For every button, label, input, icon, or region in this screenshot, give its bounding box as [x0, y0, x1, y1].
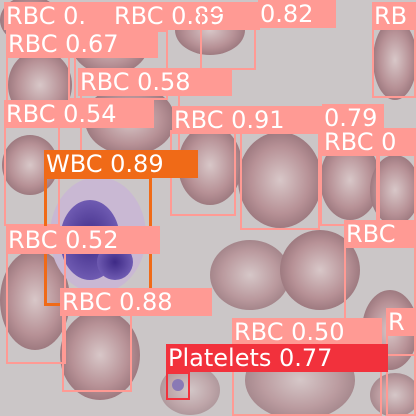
rbc-box: [62, 314, 132, 392]
detection-label: WBC 0.89: [44, 150, 198, 178]
rbc-box: [6, 250, 66, 364]
detection-label: RBC 0: [322, 128, 416, 156]
detection-label: RBC 0.58: [78, 68, 232, 96]
rbc-box: [372, 28, 416, 98]
detection-label: RBC 0.67: [6, 30, 158, 58]
rbc-box: [386, 332, 416, 416]
detection-label: RBC 0.50: [232, 318, 382, 346]
rbc-box: [200, 12, 256, 70]
detection-label: RBC 0.91: [172, 106, 324, 134]
detection-label: 0.79: [322, 104, 384, 132]
platelets-box: [166, 372, 190, 400]
rbc-box: [240, 130, 320, 230]
detection-label: RBC 0.54: [4, 100, 154, 128]
detection-label: RBC 0.88: [60, 288, 212, 316]
detection-label: 0.82: [258, 0, 336, 28]
detection-label: R: [386, 308, 416, 336]
detection-label: RBC 0.52: [6, 226, 160, 254]
detection-label: RBC 0.89: [112, 2, 260, 30]
detection-label: RB: [372, 2, 416, 30]
detection-label: RBC 0.: [4, 2, 114, 30]
detection-label: Platelets 0.77: [166, 344, 388, 372]
detection-label: RBC: [344, 220, 416, 248]
